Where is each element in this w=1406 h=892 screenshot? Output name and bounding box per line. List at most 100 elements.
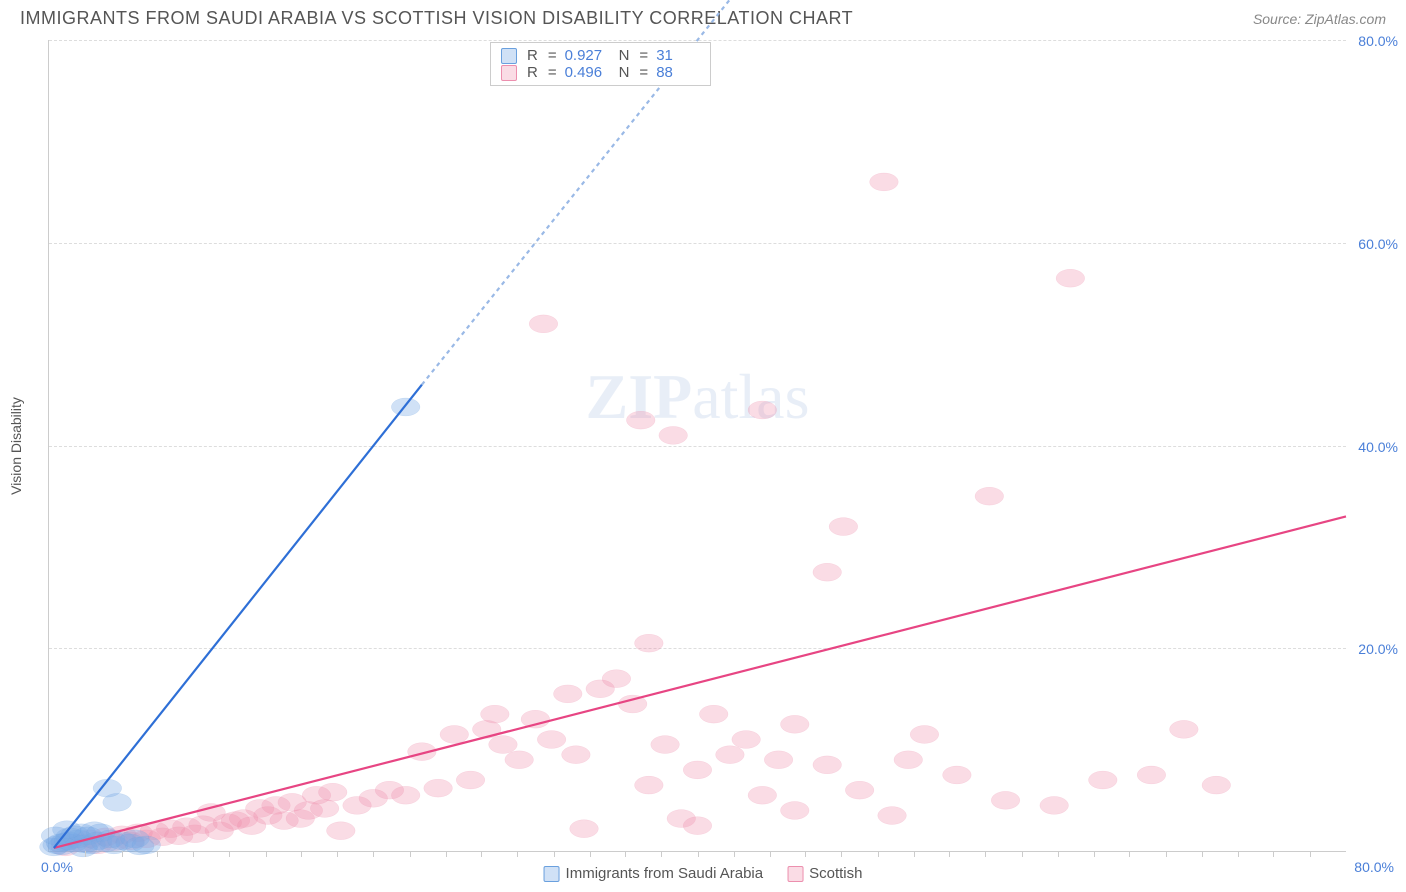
data-point [456,771,485,789]
data-point [748,401,777,419]
x-tick [481,851,482,857]
data-point [327,822,356,840]
y-tick-label: 20.0% [1358,641,1398,657]
data-point [748,786,777,804]
x-tick [661,851,662,857]
swatch-saudi-icon [544,866,560,882]
data-point [683,761,712,779]
x-tick [1273,851,1274,857]
y-tick-label: 80.0% [1358,33,1398,49]
r-value-saudi: 0.927 [565,47,609,64]
data-point [683,817,712,835]
equals: = [548,47,557,64]
x-tick [1166,851,1167,857]
x-tick [85,851,86,857]
x-tick [590,851,591,857]
legend-item-saudi: Immigrants from Saudi Arabia [544,865,764,882]
legend-label-scottish: Scottish [809,865,862,882]
equals: = [639,64,648,81]
data-point [732,731,761,749]
scatter-svg [49,40,1346,851]
x-tick [266,851,267,857]
data-point [505,751,534,769]
x-tick [1094,851,1095,857]
trend-line [54,516,1346,847]
data-point [1137,766,1166,784]
x-tick [1022,851,1023,857]
data-point [570,820,599,838]
x-axis-max-label: 80.0% [1354,859,1394,875]
legend-stats-row-saudi: R = 0.927 N = 31 [501,47,700,64]
data-point [1056,269,1085,287]
data-point [481,705,510,723]
x-tick [985,851,986,857]
data-point [943,766,972,784]
x-tick [1129,851,1130,857]
equals: = [639,47,648,64]
n-value-saudi: 31 [656,47,700,64]
data-point [318,783,347,801]
data-point [310,800,339,818]
data-point [602,670,631,688]
data-point [1202,776,1231,794]
data-point [472,720,501,738]
y-tick-label: 40.0% [1358,439,1398,455]
data-point [626,411,655,429]
chart-header: IMMIGRANTS FROM SAUDI ARABIA VS SCOTTISH… [0,0,1406,33]
x-tick [554,851,555,857]
data-point [635,634,664,652]
x-tick [301,851,302,857]
data-point [391,786,420,804]
data-point [1040,796,1069,814]
x-tick [841,851,842,857]
data-point [1170,720,1199,738]
data-point [870,173,899,191]
data-point [878,807,907,825]
data-point [41,827,70,845]
trend-line [54,385,422,848]
x-tick [770,851,771,857]
x-tick [410,851,411,857]
data-point [764,751,793,769]
n-label: N [619,64,630,81]
x-tick [446,851,447,857]
legend-stats-box: R = 0.927 N = 31 R = 0.496 N = 88 [490,42,711,86]
x-tick [517,851,518,857]
data-point [781,802,810,820]
r-label: R [527,64,538,81]
data-point [699,705,728,723]
data-point [813,563,842,581]
x-tick [1310,851,1311,857]
x-tick [193,851,194,857]
data-point [910,725,939,743]
data-point [529,315,558,333]
x-tick [878,851,879,857]
bottom-legend: Immigrants from Saudi Arabia Scottish [544,865,863,882]
data-point [489,736,518,754]
data-point [716,746,745,764]
x-tick [914,851,915,857]
data-point [1089,771,1118,789]
data-point [537,731,566,749]
data-point [845,781,874,799]
data-point [424,779,453,797]
x-tick [1238,851,1239,857]
x-tick [122,851,123,857]
data-point [781,715,810,733]
data-point [635,776,664,794]
r-value-scottish: 0.496 [565,64,609,81]
x-axis-origin-label: 0.0% [41,859,73,875]
data-point [894,751,923,769]
x-tick [734,851,735,857]
x-tick [625,851,626,857]
x-tick [698,851,699,857]
data-point [829,518,858,536]
r-label: R [527,47,538,64]
n-value-scottish: 88 [656,64,700,81]
legend-stats-row-scottish: R = 0.496 N = 88 [501,64,700,81]
data-point [659,426,688,444]
data-point [651,736,680,754]
plot-area: ZIPatlas 20.0%40.0%60.0%80.0% R = 0.927 … [48,40,1346,852]
x-tick [373,851,374,857]
data-point [69,839,98,857]
